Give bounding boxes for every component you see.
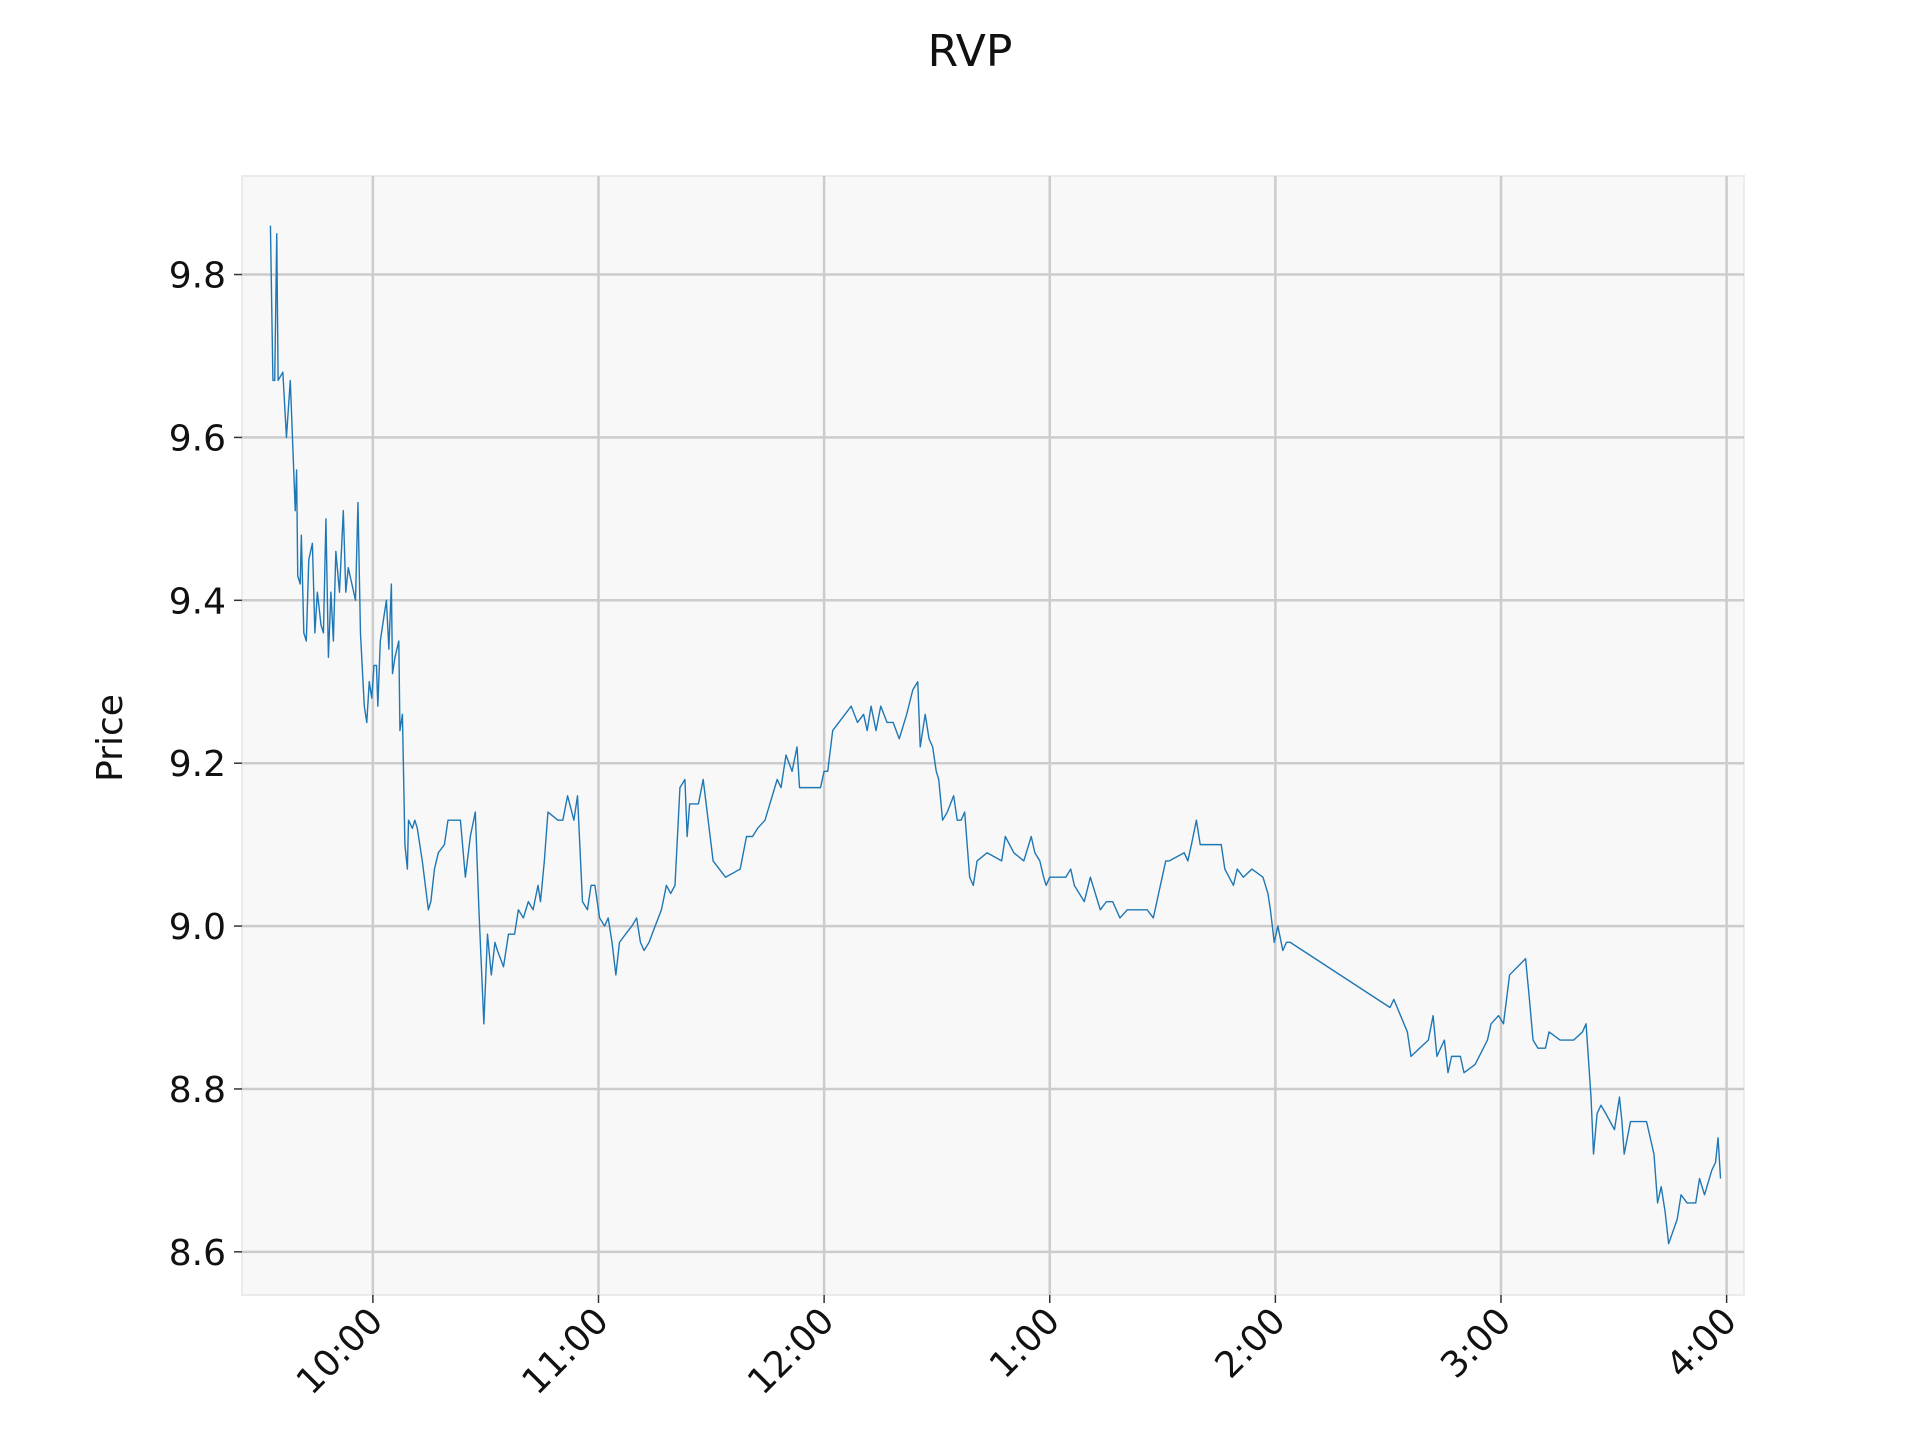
plot-area bbox=[241, 175, 1745, 1296]
x-tick-label: 4:00 bbox=[1659, 1300, 1745, 1386]
y-axis-label: Price bbox=[90, 694, 131, 782]
x-tick-label: 2:00 bbox=[1208, 1300, 1294, 1386]
y-tick-label: 8.8 bbox=[169, 1070, 226, 1111]
y-tick-label: 9.4 bbox=[169, 581, 226, 622]
x-tick-label: 10:00 bbox=[289, 1300, 391, 1402]
x-tick-label: 12:00 bbox=[740, 1300, 842, 1402]
chart-title: RVP bbox=[928, 26, 1013, 77]
y-tick-label: 9.6 bbox=[169, 418, 226, 459]
x-tick-label: 11:00 bbox=[515, 1300, 617, 1402]
y-tick-label: 9.0 bbox=[169, 907, 226, 948]
x-tick-label: 3:00 bbox=[1433, 1300, 1519, 1386]
y-tick-label: 8.6 bbox=[169, 1233, 226, 1274]
y-tick-label: 9.2 bbox=[169, 744, 226, 785]
x-tick-label: 1:00 bbox=[982, 1300, 1068, 1386]
price-line bbox=[269, 225, 1722, 1245]
y-tick-label: 9.8 bbox=[169, 256, 226, 297]
